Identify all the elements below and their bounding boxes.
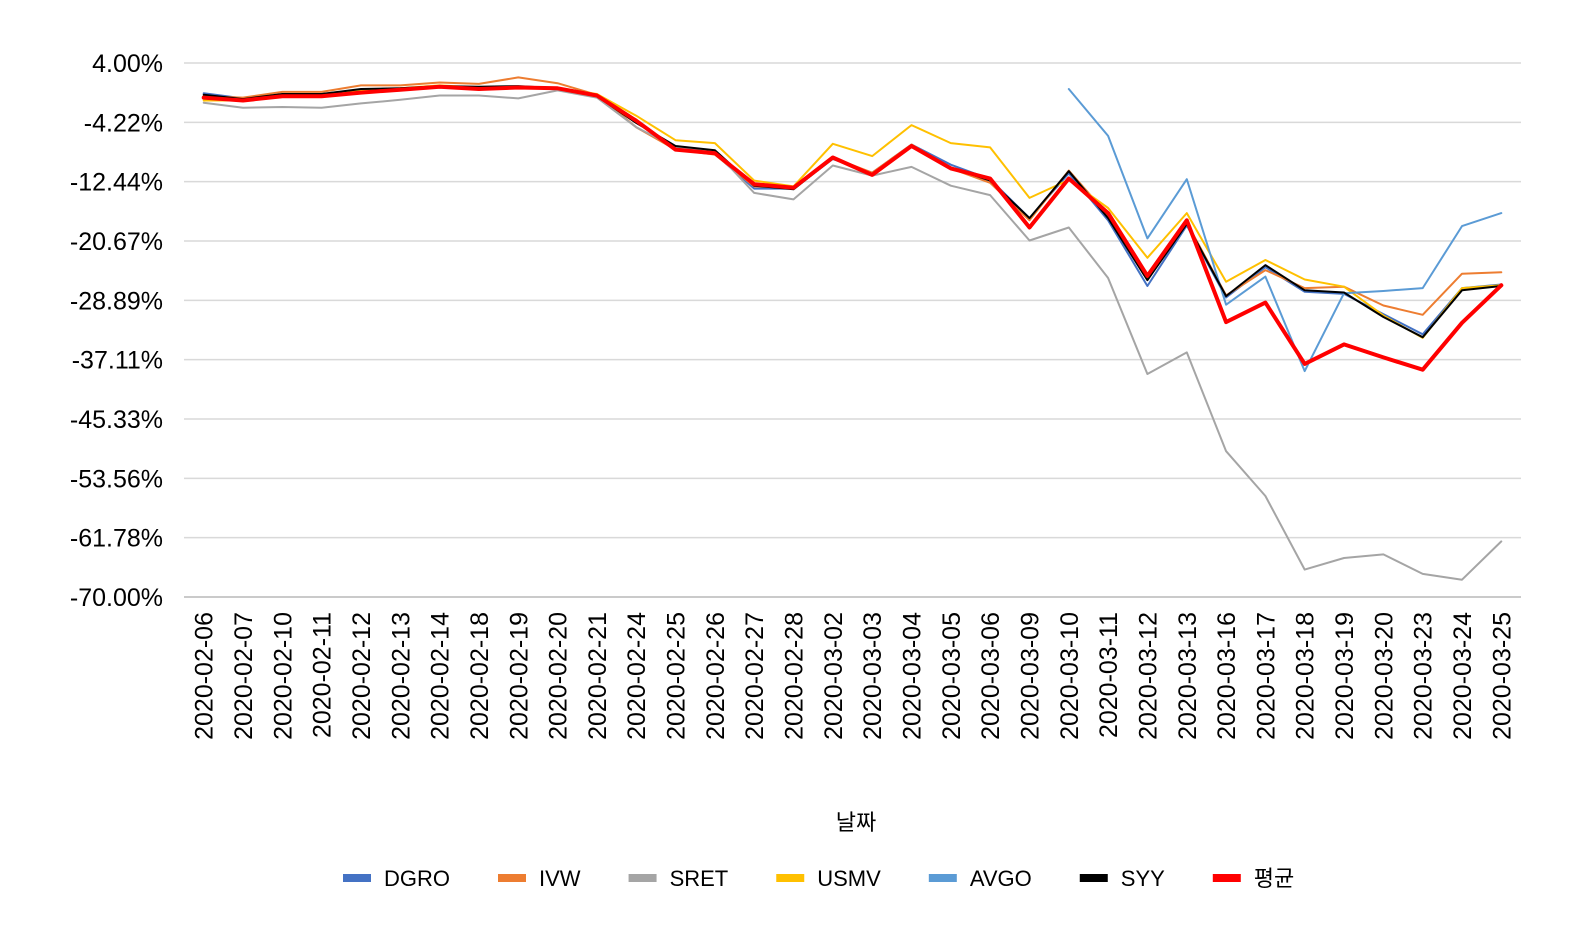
x-tick-label: 2020-02-21: [584, 612, 612, 740]
x-tick-label: 2020-03-25: [1488, 612, 1516, 740]
legend-label: DGRO: [384, 866, 450, 891]
legend-swatch: [1212, 874, 1241, 882]
y-tick-label: -28.89%: [70, 287, 163, 315]
grid-lines: [184, 62, 1521, 598]
series-line-AVGO: [1067, 88, 1503, 373]
legend-label: 평균: [1254, 866, 1294, 891]
x-tick-label: 2020-02-13: [387, 612, 415, 740]
y-tick-label: -45.33%: [70, 406, 163, 434]
x-tick-label: 2020-03-17: [1252, 612, 1280, 740]
legend-item: SYY: [1079, 866, 1165, 891]
legend-label: SRET: [670, 866, 729, 891]
series-line-DGRO: [202, 85, 1503, 336]
x-tick-label: 2020-02-11: [309, 612, 337, 738]
x-tick-label: 2020-03-19: [1331, 612, 1359, 740]
y-tick-label: -20.67%: [70, 228, 163, 256]
x-tick-label: 2020-02-10: [269, 612, 297, 740]
x-tick-label: 2020-02-25: [663, 612, 691, 740]
legend-item: 평균: [1212, 866, 1294, 891]
legend-label: USMV: [817, 866, 881, 891]
legend-swatch: [928, 874, 957, 882]
x-tick-label: 2020-03-24: [1449, 612, 1477, 740]
x-tick-label: 2020-03-13: [1174, 612, 1202, 740]
y-tick-label: 4.00%: [92, 50, 163, 78]
x-tick-label: 2020-03-20: [1370, 612, 1398, 740]
series-lines: [201, 76, 1504, 581]
x-tick-label: 2020-02-27: [741, 612, 769, 740]
x-tick-label: 2020-02-26: [702, 612, 730, 740]
x-tick-label: 2020-03-09: [1016, 612, 1044, 740]
x-tick-label: 2020-03-12: [1134, 612, 1162, 740]
series-line-SYY: [202, 85, 1503, 339]
y-tick-label: -12.44%: [70, 169, 163, 197]
x-tick-label: 2020-02-18: [466, 612, 494, 740]
x-axis: 2020-02-06 2020-02-07 2020-02-10 2020-02-11…: [184, 596, 1521, 740]
x-tick-label: 2020-03-04: [898, 612, 926, 740]
x-axis-title: 날짜: [836, 810, 876, 835]
x-tick-label: 2020-03-05: [938, 612, 966, 740]
x-tick-label: 2020-03-11: [1095, 612, 1123, 738]
x-tick-label: 2020-03-02: [820, 612, 848, 740]
y-tick-label: -4.22%: [84, 109, 163, 137]
x-tick-label: 2020-03-16: [1213, 612, 1241, 740]
legend-item: IVW: [498, 866, 581, 891]
x-tick-label: 2020-02-07: [230, 612, 258, 740]
legend: DGRO IVW SRET USMV AVGO SYY 평균: [343, 866, 1294, 891]
legend-label: IVW: [539, 866, 581, 891]
y-axis: 4.00% -4.22% -12.44% -20.67% -28.89% -37.11% -…: [70, 50, 163, 612]
x-tick-label: 2020-02-12: [348, 612, 376, 740]
legend-swatch: [343, 874, 371, 882]
legend-swatch: [1079, 874, 1108, 882]
legend-swatch: [776, 874, 805, 882]
x-tick-label: 2020-02-24: [623, 612, 651, 740]
legend-item: DGRO: [343, 866, 450, 891]
y-tick-label: -53.56%: [70, 465, 163, 493]
x-tick-label: 2020-02-14: [427, 612, 455, 740]
legend-label: AVGO: [970, 866, 1032, 891]
x-tick-label: 2020-03-18: [1292, 612, 1320, 740]
y-tick-label: -70.00%: [70, 584, 163, 612]
legend-label: SYY: [1121, 866, 1165, 891]
x-tick-label: 2020-02-28: [781, 612, 809, 740]
x-tick-label: 2020-03-06: [977, 612, 1005, 740]
series-line-평균: [201, 84, 1504, 372]
x-tick-label: 2020-02-20: [545, 612, 573, 740]
x-tick-label: 2020-02-19: [505, 612, 533, 740]
y-tick-label: -37.11%: [72, 347, 163, 375]
legend-item: AVGO: [928, 866, 1032, 891]
x-tick-label: 2020-03-03: [859, 612, 887, 740]
legend-item: SRET: [628, 866, 729, 891]
legend-swatch: [628, 874, 657, 882]
legend-item: USMV: [776, 866, 881, 891]
series-line-SRET: [202, 89, 1503, 581]
x-tick-label: 2020-02-06: [191, 612, 219, 740]
legend-swatch: [498, 874, 526, 882]
y-tick-label: -61.78%: [70, 525, 163, 553]
x-tick-label: 2020-03-10: [1056, 612, 1084, 740]
x-tick-label: 2020-03-23: [1410, 612, 1438, 740]
